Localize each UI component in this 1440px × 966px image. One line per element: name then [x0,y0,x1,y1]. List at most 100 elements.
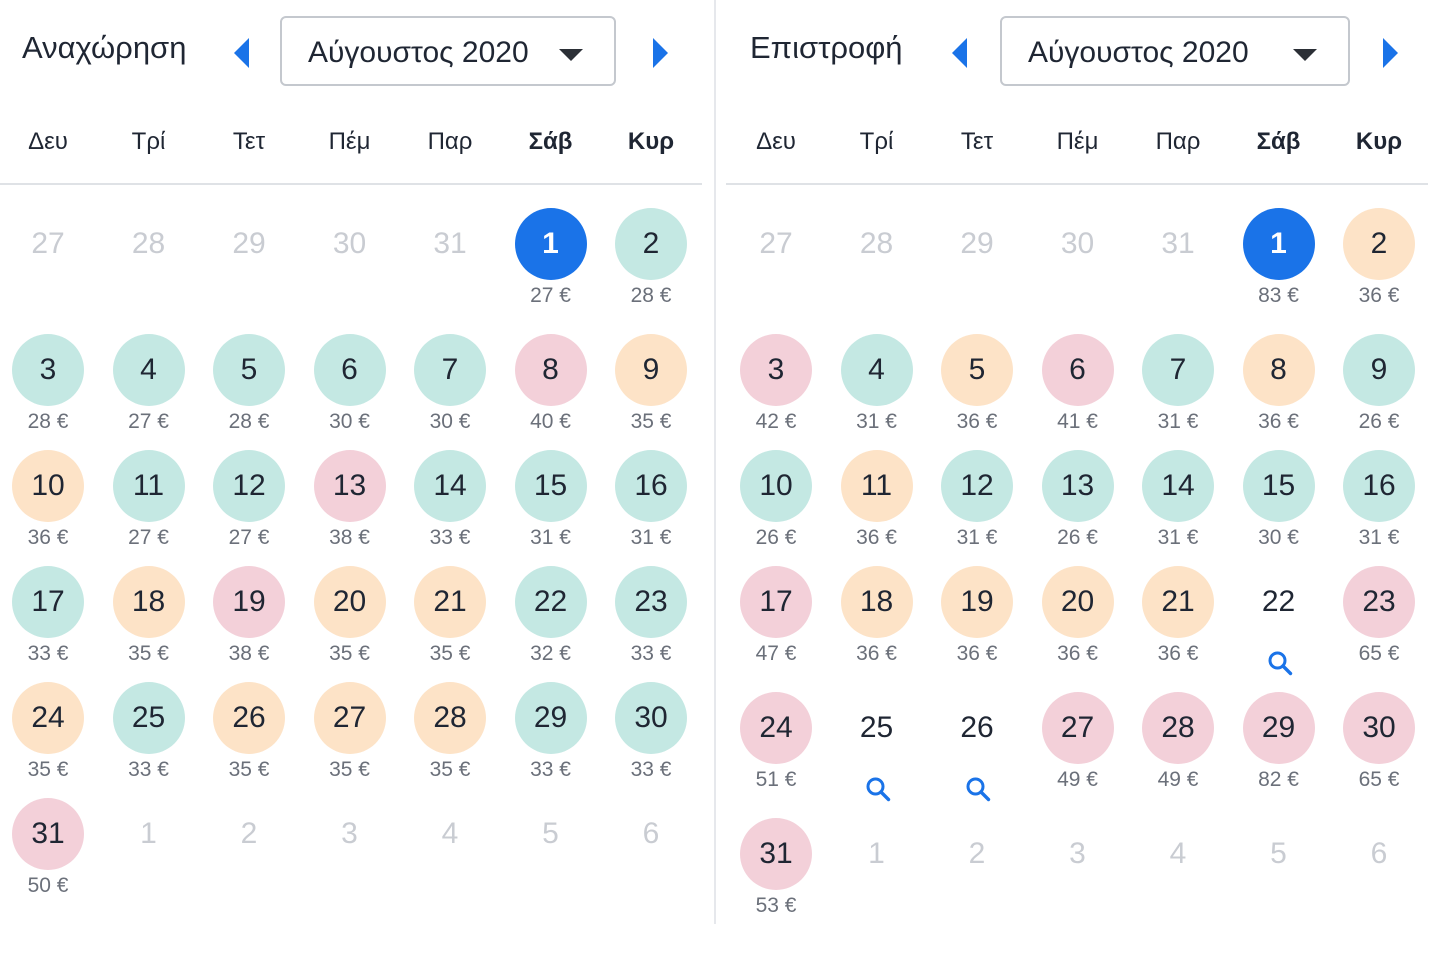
day-number: 21 [414,566,486,638]
day-cell[interactable]: 31 53 € [726,818,826,928]
search-icon[interactable] [1267,650,1293,676]
day-cell[interactable]: 21 35 € [400,566,500,676]
weekday-label: Παρ [427,128,473,155]
search-icon[interactable] [965,776,991,802]
day-price: 36 € [1358,284,1400,307]
day-cell[interactable]: 11 36 € [827,450,927,560]
day-cell[interactable]: 17 47 € [726,566,826,676]
caret-down-icon [1293,49,1317,61]
day-number: 25 [859,711,894,744]
day-number: 19 [941,566,1013,638]
day-cell[interactable]: 1 27 € [501,208,601,318]
day-cell[interactable]: 12 31 € [927,450,1027,560]
day-cell[interactable]: 3 28 € [0,334,98,444]
day-cell[interactable]: 20 36 € [1028,566,1128,676]
day-cell[interactable]: 19 38 € [199,566,299,676]
day-price: 36 € [1258,410,1299,433]
day-cell[interactable]: 23 65 € [1329,566,1429,676]
day-cell[interactable]: 8 40 € [501,334,601,444]
day-cell[interactable]: 16 31 € [1329,450,1429,560]
day-cell-outside-month: 30 [300,208,400,318]
day-number: 23 [1343,566,1415,638]
day-cell[interactable]: 12 27 € [199,450,299,560]
day-cell[interactable]: 10 26 € [726,450,826,560]
day-cell[interactable]: 26 35 € [199,682,299,792]
day-cell[interactable]: 21 36 € [1128,566,1228,676]
return-month-label: Αύγουστος 2020 [1028,36,1249,69]
day-cell[interactable]: 5 36 € [927,334,1027,444]
day-cell[interactable]: 16 31 € [601,450,701,560]
return-next-month-button[interactable] [1380,36,1402,70]
day-cell[interactable]: 29 82 € [1229,692,1329,802]
day-cell[interactable]: 27 49 € [1028,692,1128,802]
day-cell[interactable]: 15 31 € [501,450,601,560]
day-cell[interactable]: 28 35 € [400,682,500,792]
day-cell[interactable]: 19 36 € [927,566,1027,676]
day-cell[interactable]: 15 30 € [1229,450,1329,560]
day-cell[interactable]: 28 49 € [1128,692,1228,802]
day-cell[interactable]: 9 35 € [601,334,701,444]
day-cell-outside-month: 28 [99,208,199,318]
day-cell[interactable]: 13 26 € [1028,450,1128,560]
day-cell[interactable]: 14 33 € [400,450,500,560]
search-icon[interactable] [865,776,891,802]
day-cell[interactable]: 7 31 € [1128,334,1228,444]
day-cell[interactable]: 24 35 € [0,682,98,792]
day-cell[interactable]: 20 35 € [300,566,400,676]
day-number: 21 [1142,566,1214,638]
day-price: 38 € [329,526,370,549]
departure-next-month-button[interactable] [650,36,672,70]
day-cell[interactable]: 2 36 € [1329,208,1429,318]
day-cell[interactable]: 11 27 € [99,450,199,560]
day-cell[interactable]: 27 35 € [300,682,400,792]
day-price: 27 € [128,410,169,433]
return-prev-month-button[interactable] [948,36,970,70]
return-month-select[interactable]: Αύγουστος 2020 [1000,16,1350,86]
day-cell[interactable]: 23 33 € [601,566,701,676]
day-price: 28 € [228,410,270,433]
day-cell[interactable]: 24 51 € [726,692,826,802]
day-cell[interactable]: 2 28 € [601,208,701,318]
day-cell[interactable]: 8 36 € [1229,334,1329,444]
departure-month-select[interactable]: Αύγουστος 2020 [280,16,616,86]
departure-prev-month-button[interactable] [230,36,252,70]
day-cell[interactable]: 22 [1229,566,1329,676]
day-cell[interactable]: 6 41 € [1028,334,1128,444]
day-cell[interactable]: 30 65 € [1329,692,1429,802]
day-cell[interactable]: 4 31 € [827,334,927,444]
day-cell[interactable]: 4 27 € [99,334,199,444]
day-cell[interactable]: 13 38 € [300,450,400,560]
panel-divider [714,0,716,924]
day-cell[interactable]: 3 42 € [726,334,826,444]
day-number: 10 [12,450,84,522]
day-number: 18 [840,566,913,638]
day-cell-outside-month: 2 [927,818,1027,928]
return-title: Επιστροφή [750,30,903,65]
day-number: 28 [131,227,166,260]
day-cell[interactable]: 31 50 € [0,798,98,908]
day-cell[interactable]: 25 33 € [99,682,199,792]
day-cell[interactable]: 14 31 € [1128,450,1228,560]
day-number: 5 [941,334,1013,406]
day-cell[interactable]: 22 32 € [501,566,601,676]
day-cell[interactable]: 10 36 € [0,450,98,560]
day-cell[interactable]: 7 30 € [400,334,500,444]
day-number: 14 [1142,450,1214,522]
day-cell-outside-month: 5 [1229,818,1329,928]
day-cell[interactable]: 18 35 € [99,566,199,676]
day-cell[interactable]: 18 36 € [827,566,927,676]
day-cell[interactable]: 9 26 € [1329,334,1429,444]
day-cell[interactable]: 25 [827,692,927,802]
return-calendar: Επιστροφή Αύγουστος 2020 Δευ Τρί Τετ Πέμ Παρ… [718,0,1440,966]
day-cell-outside-month: 31 [400,208,500,318]
day-cell[interactable]: 29 33 € [501,682,601,792]
day-cell[interactable]: 1 83 € [1229,208,1329,318]
weekday-label: Σάβ [1256,128,1301,155]
day-cell-outside-month: 31 [1128,208,1228,318]
day-cell[interactable]: 17 33 € [0,566,98,676]
day-cell[interactable]: 30 33 € [601,682,701,792]
day-number: 7 [414,334,486,406]
day-cell[interactable]: 5 28 € [199,334,299,444]
day-cell[interactable]: 26 [927,692,1027,802]
day-cell[interactable]: 6 30 € [300,334,400,444]
